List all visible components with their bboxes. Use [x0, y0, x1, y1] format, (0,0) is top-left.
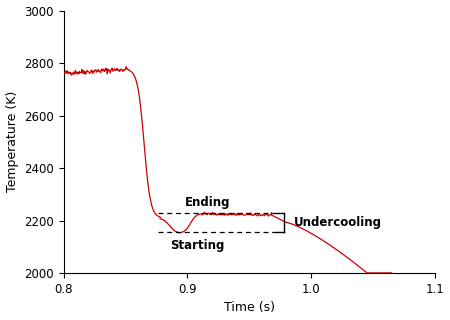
Text: Undercooling: Undercooling — [294, 216, 382, 229]
Text: Ending: Ending — [184, 196, 230, 209]
Y-axis label: Temperature (K): Temperature (K) — [5, 91, 18, 193]
Text: Starting: Starting — [170, 238, 225, 252]
X-axis label: Time (s): Time (s) — [224, 301, 275, 315]
